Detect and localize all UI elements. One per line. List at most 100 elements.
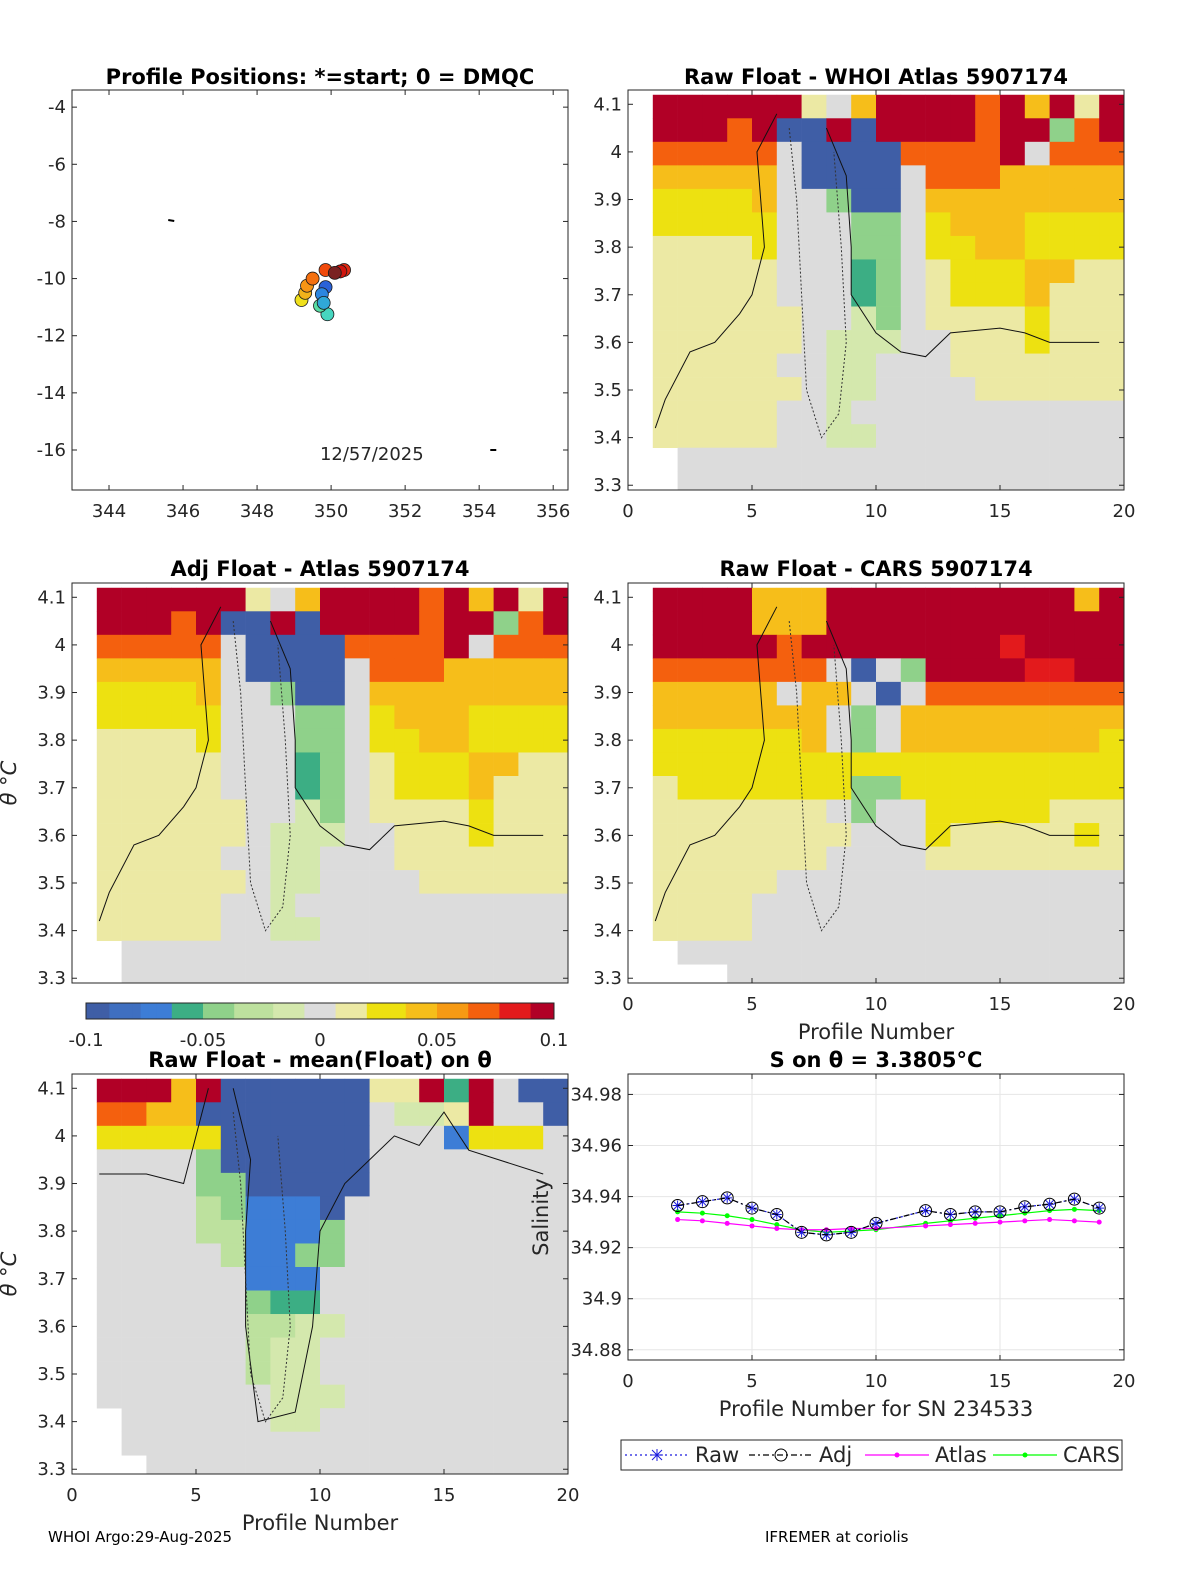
heatmap-cell xyxy=(220,752,246,777)
heatmap-cell xyxy=(270,1219,296,1244)
heatmap-cell xyxy=(344,1266,370,1291)
heatmap-cell xyxy=(419,1361,445,1385)
heatmap-cell xyxy=(344,775,370,800)
heatmap-cell xyxy=(220,658,246,683)
point-atlas xyxy=(947,1222,953,1228)
heatmap-cell xyxy=(1049,471,1075,491)
heatmap-cell xyxy=(975,658,1001,683)
heatmap-cell xyxy=(394,634,420,659)
heatmap-cell xyxy=(220,681,246,706)
heatmap-cell xyxy=(369,1219,395,1244)
y-tick-label: 3.8 xyxy=(37,1221,66,1242)
heatmap-cell xyxy=(826,823,852,847)
heatmap-cell xyxy=(801,893,827,918)
heatmap-cell xyxy=(826,188,852,213)
heatmap-cell xyxy=(851,447,877,472)
colorbar-swatch xyxy=(437,1003,446,1019)
heatmap-cell xyxy=(419,870,445,894)
heatmap-cell xyxy=(1099,705,1125,730)
heatmap-cell xyxy=(518,964,544,984)
heatmap-cell xyxy=(220,611,246,636)
heatmap-cell xyxy=(270,1431,296,1456)
heatmap-cell xyxy=(826,728,852,753)
heatmap-cell xyxy=(468,1243,494,1268)
y-tick-label: 34.98 xyxy=(570,1084,622,1105)
heatmap-cell xyxy=(752,353,778,378)
y-tick-label: 4 xyxy=(611,635,622,656)
heatmap-cell xyxy=(344,1172,370,1197)
heatmap-cell xyxy=(851,330,877,354)
panel-positions: Profile Positions: *=start; 0 = DMQC -4 -6… xyxy=(37,65,571,522)
heatmap-cell xyxy=(752,964,778,984)
heatmap-cell xyxy=(975,259,1001,284)
heatmap-cell xyxy=(493,1314,519,1338)
heatmap-cell xyxy=(270,893,296,918)
heatmap-cell xyxy=(146,1125,172,1150)
colorbar-swatch xyxy=(187,1003,196,1019)
y-tick-label: 34.96 xyxy=(570,1136,622,1157)
heatmap-cell xyxy=(493,587,519,612)
y-tick-label: 3.4 xyxy=(37,921,66,942)
heatmap-cell xyxy=(419,1172,445,1197)
heatmap-cell xyxy=(950,823,976,847)
heatmap-cell xyxy=(419,728,445,753)
heatmap-cell xyxy=(444,681,470,706)
heatmap-cell xyxy=(394,1125,420,1150)
heatmap-cell xyxy=(344,1337,370,1362)
colorbar-swatch xyxy=(242,1003,251,1019)
heatmap-cell xyxy=(320,752,346,777)
heatmap-cell xyxy=(776,235,802,260)
heatmap-cell xyxy=(518,1125,544,1150)
heatmap-cell xyxy=(1074,634,1100,659)
heatmap-cell xyxy=(826,658,852,683)
heatmap-cell xyxy=(493,1196,519,1221)
heatmap-cell xyxy=(727,870,753,894)
heatmap-cell xyxy=(1000,752,1026,777)
heatmap-cell xyxy=(1099,964,1125,984)
heatmap-cell xyxy=(801,259,827,284)
heatmap-cell xyxy=(295,823,321,847)
heatmap-cell xyxy=(1024,752,1050,777)
colorbar-swatch xyxy=(288,1003,298,1019)
heatmap-cell xyxy=(96,1314,122,1338)
colorbar-tick-label: 0.1 xyxy=(540,1030,569,1051)
x-tick-label: 15 xyxy=(989,1371,1012,1392)
heatmap-cell xyxy=(801,447,827,472)
heatmap-cell xyxy=(419,940,445,965)
heatmap-cell xyxy=(394,1078,420,1103)
heatmap-cell xyxy=(702,917,728,942)
heatmap-cell xyxy=(876,681,902,706)
heatmap-cell xyxy=(975,752,1001,777)
heatmap-cell xyxy=(851,611,877,636)
heatmap-cell xyxy=(826,705,852,730)
y-tick-label: 3.4 xyxy=(593,921,622,942)
point-atlas xyxy=(923,1223,929,1229)
heatmap-cell xyxy=(925,400,951,425)
heatmap-cell xyxy=(543,1219,569,1244)
heatmap-cell xyxy=(171,1102,197,1127)
heatmap-cell xyxy=(950,377,976,401)
x-tick-label: 350 xyxy=(314,501,348,522)
heatmap-cell xyxy=(270,940,296,965)
heatmap-cell xyxy=(196,752,222,777)
heatmap-cell xyxy=(419,1196,445,1221)
heatmap-cell xyxy=(320,870,346,894)
heatmap-cell xyxy=(121,870,147,894)
heatmap-cell xyxy=(468,1102,494,1127)
colorbar-swatch xyxy=(93,1003,103,1019)
heatmap-cell xyxy=(220,893,246,918)
heatmap-cell xyxy=(96,917,122,942)
heatmap-cell xyxy=(394,1337,420,1362)
heatmap-cell xyxy=(652,353,678,378)
heatmap-cell xyxy=(975,775,1001,800)
colorbar-swatch xyxy=(546,1003,555,1019)
heatmap-cell xyxy=(1024,893,1050,918)
heatmap-cell xyxy=(702,377,728,401)
heatmap-cell xyxy=(851,752,877,777)
heatmap-cell xyxy=(925,165,951,190)
heatmap-cell xyxy=(1099,611,1125,636)
heatmap-cell xyxy=(677,282,703,307)
heatmap-cell xyxy=(776,634,802,659)
heatmap-cell xyxy=(1000,775,1026,800)
heatmap-cell xyxy=(245,870,271,894)
